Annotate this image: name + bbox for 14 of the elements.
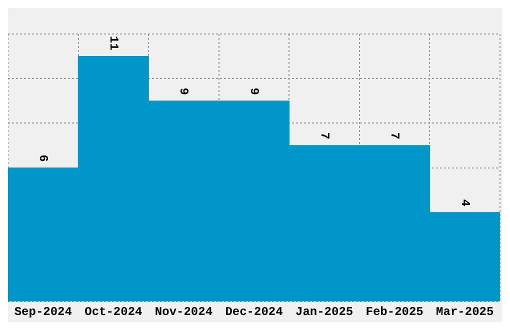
data-label: 9 (176, 88, 191, 95)
data-label: 7 (388, 132, 402, 140)
x-tick-label: Mar-2025 (436, 304, 494, 319)
x-tick-label: Dec-2024 (225, 304, 283, 319)
data-label: 6 (36, 154, 50, 162)
data-label: 9 (246, 88, 261, 95)
x-tick-label: Sep-2024 (14, 304, 72, 319)
x-tick-label: Jan-2025 (295, 304, 354, 319)
data-label: 7 (317, 132, 332, 140)
x-tick-label: Oct-2024 (84, 304, 142, 319)
data-label: 11 (106, 36, 120, 50)
x-tick-label: Nov-2024 (154, 304, 213, 319)
x-tick-label: Feb-2025 (366, 304, 424, 319)
data-label: 4 (458, 199, 472, 206)
